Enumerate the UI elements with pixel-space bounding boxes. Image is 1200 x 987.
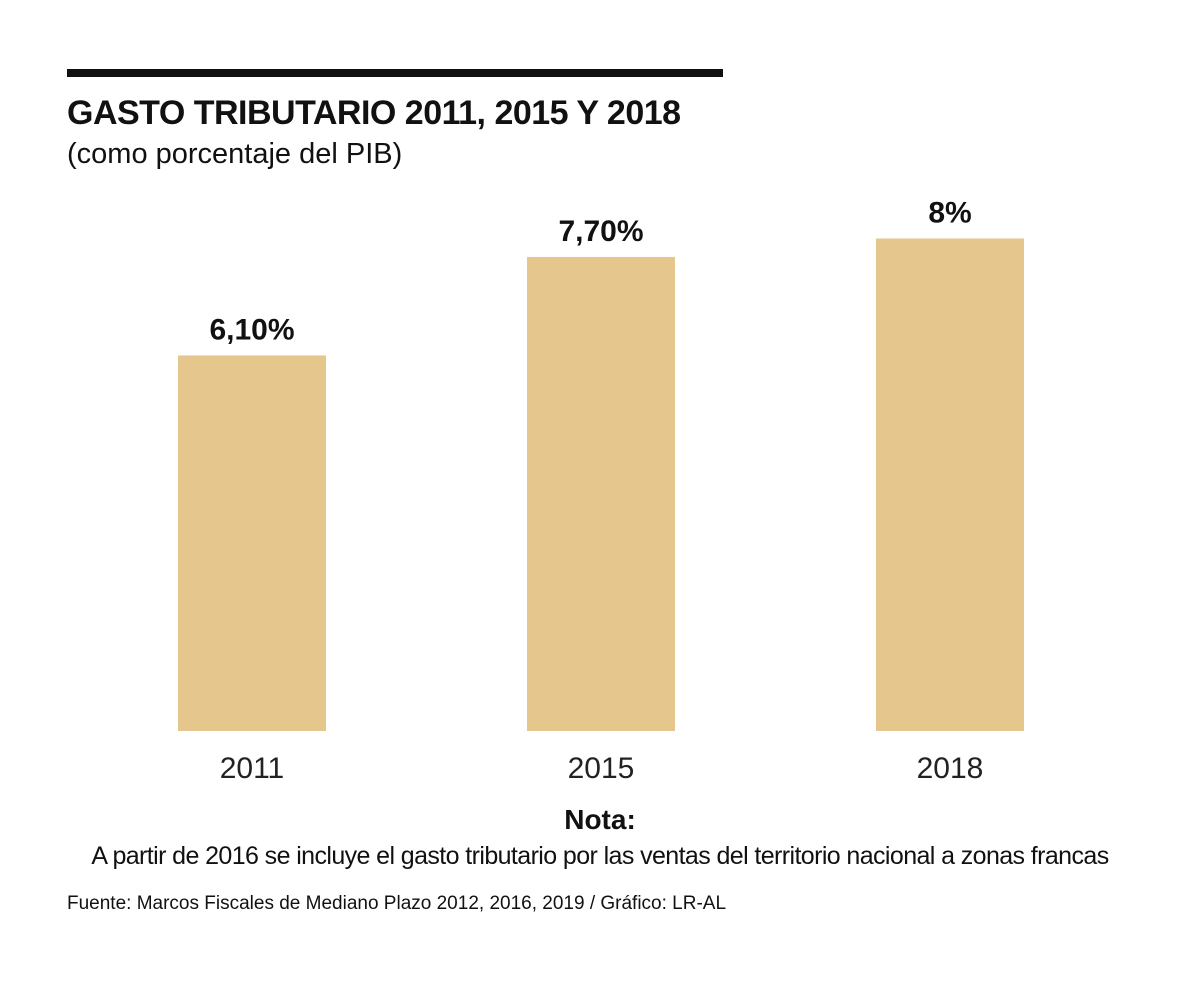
chart-subtitle: (como porcentaje del PIB) xyxy=(67,138,403,170)
bar-2011 xyxy=(178,355,326,731)
x-tick-2011: 2011 xyxy=(220,752,285,785)
x-tick-2015: 2015 xyxy=(568,752,635,785)
note-text: A partir de 2016 se incluye el gasto tri… xyxy=(91,842,1109,870)
bar-2015 xyxy=(527,256,675,731)
value-label-2018: 8% xyxy=(928,196,971,229)
top-rule xyxy=(67,69,723,77)
value-label-2015: 7,70% xyxy=(558,215,643,248)
source-text: Fuente: Marcos Fiscales de Mediano Plazo… xyxy=(67,893,727,914)
value-label-2011: 6,10% xyxy=(209,313,294,346)
chart-title: GASTO TRIBUTARIO 2011, 2015 Y 2018 xyxy=(67,94,681,132)
x-tick-2018: 2018 xyxy=(917,752,984,785)
note-title: Nota: xyxy=(564,804,636,835)
bar-2018 xyxy=(876,238,1024,731)
